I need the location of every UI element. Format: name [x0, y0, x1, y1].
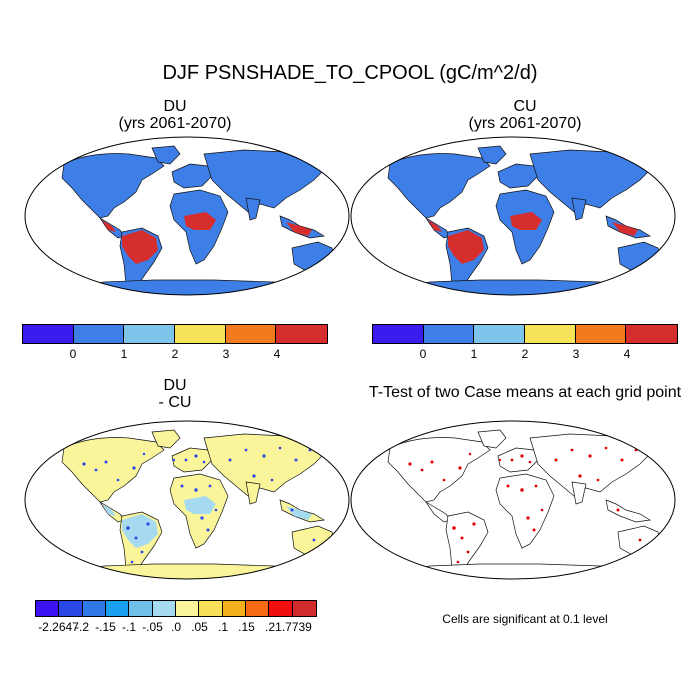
du-colorbar-tick-label: 4: [273, 347, 281, 361]
diff-colorbar-box: [292, 601, 316, 616]
cu-colorbar-tick-label: 1: [470, 347, 478, 361]
diff-colorbar-box: [245, 601, 270, 616]
significance-note: Cells are significant at 0.1 level: [442, 612, 608, 626]
diff-title-line1: DU: [163, 377, 187, 394]
ttest-panel-title: T-Test of two Case means at each grid po…: [368, 384, 682, 401]
du-panel-title: DU (yrs 2061-2070): [25, 98, 325, 132]
du-colorbar-tick-label: 1: [120, 347, 128, 361]
du-colorbar-box: [124, 325, 175, 343]
du-colorbar-tick-label: 3: [222, 347, 230, 361]
cu-colorbar-box: [524, 325, 576, 343]
du-colorbar: [22, 324, 328, 344]
du-colorbar-labels: 0 1 2 3 4: [22, 347, 328, 363]
cu-colorbar-box: [423, 325, 475, 343]
cu-colorbar-box: [474, 325, 525, 343]
diff-colorbar-tick-label: -2.2647: [38, 620, 79, 634]
cu-map: [350, 136, 676, 296]
cu-colorbar: [372, 324, 678, 344]
du-colorbar-box: [276, 325, 327, 343]
cu-colorbar-box: [575, 325, 627, 343]
diff-colorbar-box: [152, 601, 176, 616]
diff-colorbar-tick-label: -.2: [74, 620, 90, 634]
du-title-line2: (yrs 2061-2070): [118, 115, 232, 132]
diff-colorbar-box: [105, 601, 130, 616]
du-colorbar-box: [73, 325, 125, 343]
diff-colorbar-box: [82, 601, 106, 616]
diff-colorbar-tick-label: .15: [238, 620, 255, 634]
diff-colorbar-tick-label: -.05: [142, 620, 163, 634]
diff-colorbar-tick-label: .05: [191, 620, 208, 634]
diff-colorbar-labels: -2.2647 -.2 -.15 -.1 -.05 .0 .05 .1 .15 .2 1.7739: [35, 620, 317, 636]
diff-title-line2: - CU: [158, 394, 192, 411]
cu-colorbar-box: [373, 325, 424, 343]
du-colorbar-box: [225, 325, 277, 343]
diff-colorbar-box: [175, 601, 200, 616]
diff-colorbar: [35, 600, 317, 617]
du-map: [24, 136, 350, 296]
diff-panel-title: DU - CU: [25, 377, 325, 411]
cu-colorbar-tick-label: 0: [419, 347, 427, 361]
diff-colorbar-box: [36, 601, 60, 616]
cu-title-line2: (yrs 2061-2070): [468, 115, 582, 132]
diff-colorbar-box: [129, 601, 153, 616]
du-colorbar-box: [174, 325, 226, 343]
diff-colorbar-tick-label: -.15: [95, 620, 116, 634]
cu-colorbar-labels: 0 1 2 3 4: [372, 347, 678, 363]
diff-colorbar-tick-label: .0: [170, 620, 182, 634]
diff-colorbar-tick-label: -.1: [121, 620, 137, 634]
figure-title: DJF PSNSHADE_TO_CPOOL (gC/m^2/d): [162, 62, 538, 84]
du-title-line1: DU: [163, 98, 187, 115]
du-colorbar-tick-label: 0: [69, 347, 77, 361]
diff-colorbar-tick-label: .2: [264, 620, 276, 634]
du-colorbar-tick-label: 2: [171, 347, 179, 361]
diff-colorbar-box: [59, 601, 83, 616]
cu-title-line1: CU: [513, 98, 537, 115]
diff-colorbar-box: [269, 601, 293, 616]
diff-colorbar-tick-label: .1: [217, 620, 229, 634]
cu-panel-title: CU (yrs 2061-2070): [375, 98, 675, 132]
cu-colorbar-tick-label: 3: [572, 347, 580, 361]
cu-colorbar-tick-label: 4: [623, 347, 631, 361]
diff-colorbar-tick-label: 1.7739: [275, 620, 312, 634]
diff-colorbar-box: [222, 601, 246, 616]
diff-map: [24, 420, 350, 580]
diff-colorbar-box: [199, 601, 223, 616]
ttest-map: [350, 420, 676, 580]
du-colorbar-box: [23, 325, 74, 343]
cu-colorbar-box: [626, 325, 677, 343]
cu-colorbar-tick-label: 2: [521, 347, 529, 361]
